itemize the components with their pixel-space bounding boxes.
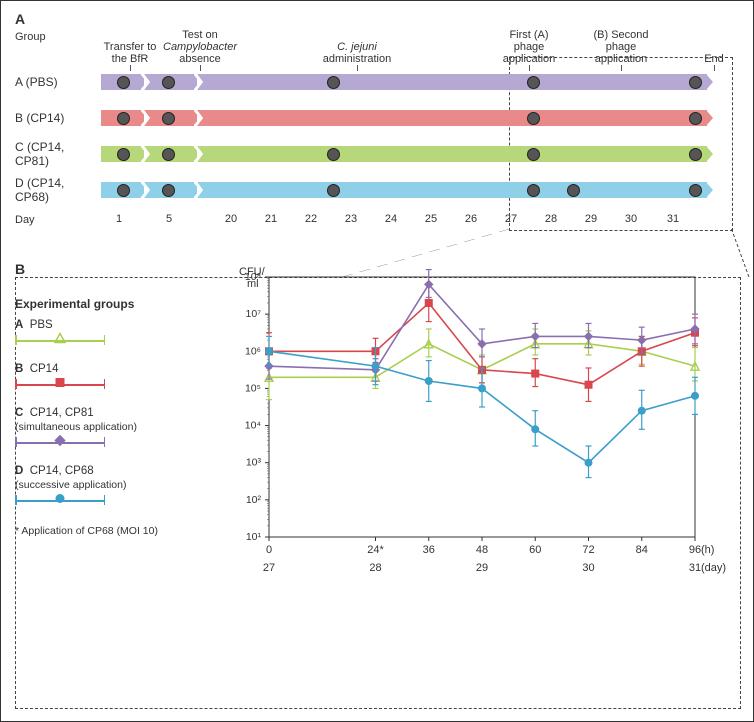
day-label: 24 (385, 213, 397, 225)
day-label: 21 (265, 213, 277, 225)
svg-text:27: 27 (263, 562, 275, 574)
event-cjejuni: C. jejuniadministration (311, 41, 403, 71)
group-label-D: D (CP14, CP68) (15, 176, 101, 204)
chart: 10¹10²10³10⁴10⁵10⁶10⁷10⁸CFU/ml024*364860… (215, 267, 715, 597)
legend-item-A: A PBS (15, 319, 185, 347)
figure-frame: A Transfer tothe BfRTest onCampylobacter… (0, 0, 754, 722)
panel-a-label: A (15, 11, 25, 27)
event-test: Test onCampylobacterabsence (159, 29, 241, 71)
legend: Experimental groups A PBS B CP14 C CP14, C… (15, 297, 185, 537)
svg-text:10⁶: 10⁶ (245, 345, 261, 357)
svg-text:10⁴: 10⁴ (245, 420, 261, 432)
svg-text:10³: 10³ (246, 457, 262, 469)
svg-text:72: 72 (582, 544, 594, 556)
group-label-A: A (PBS) (15, 75, 101, 89)
svg-text:30: 30 (582, 562, 594, 574)
legend-title: Experimental groups (15, 297, 185, 311)
legend-item-D: D CP14, CP68(successive application) (15, 465, 185, 507)
panel-b-label: B (15, 261, 25, 277)
day-label: 25 (425, 213, 437, 225)
svg-text:28: 28 (369, 562, 381, 574)
day-header: Day (15, 214, 101, 226)
svg-text:84: 84 (636, 544, 648, 556)
day-label: 5 (166, 213, 172, 225)
event-transfer: Transfer tothe BfR (101, 41, 159, 71)
legend-item-B: B CP14 (15, 363, 185, 391)
svg-text:31: 31 (689, 562, 701, 574)
svg-text:0: 0 (266, 544, 272, 556)
group-label-C: C (CP14, CP81) (15, 140, 101, 168)
svg-text:24*: 24* (367, 544, 384, 556)
svg-text:CFU/: CFU/ (239, 266, 266, 278)
svg-text:60: 60 (529, 544, 541, 556)
dashed-connector-right (731, 229, 749, 277)
svg-text:ml: ml (247, 278, 259, 290)
svg-text:48: 48 (476, 544, 488, 556)
footnote: * Application of CP68 (MOI 10) (15, 525, 185, 537)
svg-text:96: 96 (689, 544, 701, 556)
svg-text:(day): (day) (701, 562, 726, 574)
svg-text:(h): (h) (701, 544, 714, 556)
svg-text:10¹: 10¹ (246, 531, 262, 543)
svg-text:29: 29 (476, 562, 488, 574)
group-label-B: B (CP14) (15, 111, 101, 125)
day-label: 20 (225, 213, 237, 225)
svg-text:10⁵: 10⁵ (245, 382, 261, 394)
day-label: 26 (465, 213, 477, 225)
panel-a: A Transfer tothe BfRTest onCampylobacter… (15, 11, 739, 227)
day-label: 1 (116, 213, 122, 225)
legend-item-C: C CP14, CP81(simultaneous application) (15, 407, 185, 449)
day-label: 23 (345, 213, 357, 225)
day-label: 22 (305, 213, 317, 225)
svg-text:10⁷: 10⁷ (246, 308, 262, 320)
svg-text:36: 36 (423, 544, 435, 556)
svg-text:10²: 10² (246, 494, 262, 506)
